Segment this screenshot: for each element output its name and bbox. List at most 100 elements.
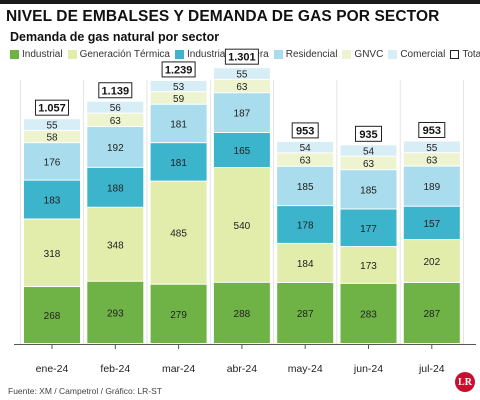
bar-segment-gnvc: [150, 92, 207, 104]
bar-segment-industria-petrolera: [277, 206, 334, 243]
data-label: 540: [234, 221, 251, 232]
legend-item-comercial: Comercial: [388, 49, 445, 60]
bar-segment-comercial: [340, 145, 397, 156]
data-label: 485: [170, 229, 187, 240]
total-label: 1.239: [165, 64, 193, 76]
legend-item-gnvc: GNVC: [342, 49, 383, 60]
x-tick-label: abr-24: [227, 363, 258, 375]
data-label: 53: [173, 82, 185, 93]
legend-item-residencial: Residencial: [273, 48, 338, 60]
bar-segment-comercial: [24, 119, 80, 130]
legend-swatch: [273, 49, 283, 59]
data-label: 192: [107, 143, 124, 154]
total-label: 1.057: [38, 103, 66, 115]
data-label: 188: [107, 183, 124, 194]
bar-segment-generacion-termica: [340, 247, 397, 283]
legend-label: Generación Térmica: [79, 48, 170, 60]
bar-segment-gnvc: [213, 79, 270, 93]
lr-logo: LR: [455, 372, 475, 392]
bar-segment-generacion-termica: [403, 240, 460, 283]
data-label: 183: [44, 196, 61, 207]
legend-label: Total: [462, 48, 480, 60]
data-label: 59: [173, 94, 185, 105]
bar-segment-residencial: [213, 93, 270, 132]
legend-label: Industrial: [22, 48, 63, 60]
legend-swatch: [175, 49, 184, 59]
x-tick-label: may-24: [288, 363, 323, 375]
data-label: 184: [297, 259, 314, 270]
total-box: [98, 82, 133, 99]
legend-item-industrial: Industrial: [10, 49, 63, 60]
data-label: 348: [107, 240, 124, 251]
bar-segment-industria-petrolera: [150, 143, 207, 181]
data-label: 63: [110, 116, 122, 127]
bar-segment-residencial: [340, 170, 397, 209]
data-label: 293: [107, 308, 124, 319]
data-label: 56: [110, 103, 122, 114]
data-label: 268: [44, 311, 61, 322]
data-label: 54: [363, 147, 375, 158]
bar-segment-gnvc: [340, 156, 397, 170]
bar-segment-comercial: [150, 80, 207, 92]
bar-segment-industrial: [340, 283, 397, 343]
total-label: 1.301: [228, 52, 256, 64]
total-box: [418, 121, 446, 138]
legend-item-total: Total: [450, 49, 480, 60]
x-tick-label: ene-24: [36, 363, 69, 375]
x-tick-label: jun-24: [353, 363, 383, 375]
x-tick-label: jul-24: [418, 363, 445, 375]
data-label: 178: [297, 221, 314, 232]
data-label: 202: [423, 257, 440, 268]
legend-label: Residencial: [285, 48, 338, 60]
bar-segment-residencial: [277, 166, 334, 206]
data-label: 173: [360, 261, 377, 272]
data-label: 288: [234, 309, 251, 320]
top-rule: [0, 0, 480, 4]
bar-segment-comercial: [403, 141, 460, 153]
data-label: 287: [423, 309, 440, 320]
total-box: [35, 99, 69, 116]
legend-swatch: [450, 49, 460, 59]
bar-segment-industria-petrolera: [213, 132, 270, 168]
data-label: 185: [297, 182, 314, 193]
legend-swatch: [388, 49, 398, 59]
bar-segment-comercial: [87, 101, 144, 113]
source-note: Fuente: XM / Campetrol / Gráfico: LR-ST: [8, 386, 162, 396]
data-label: 187: [234, 109, 251, 120]
bar-segment-industria-petrolera: [87, 167, 144, 207]
bar-segment-residencial: [150, 104, 207, 143]
data-label: 318: [44, 249, 61, 260]
bar-segment-generacion-termica: [150, 181, 207, 284]
bar-segment-industrial: [150, 284, 207, 343]
data-label: 55: [236, 70, 248, 81]
data-label: 55: [46, 121, 58, 132]
bar-segment-gnvc: [403, 153, 460, 166]
data-label: 181: [170, 119, 187, 130]
legend-label: GNVC: [354, 48, 384, 60]
data-label: 283: [360, 309, 377, 320]
data-label: 177: [360, 224, 377, 235]
data-label: 176: [44, 157, 61, 168]
bar-segment-comercial: [213, 68, 270, 79]
bar-segment-industrial: [213, 282, 270, 343]
total-label: 953: [296, 125, 314, 137]
bar-segment-gnvc: [87, 113, 144, 127]
bar-segment-gnvc: [24, 130, 80, 143]
headline: NIVEL DE EMBALSES Y DEMANDA DE GAS POR S…: [6, 8, 440, 25]
total-label: 1.139: [102, 85, 130, 97]
legend-swatch: [67, 49, 77, 59]
legend-label: Comercial: [400, 48, 446, 60]
bar-segment-comercial: [277, 141, 334, 153]
bar-segment-gnvc: [277, 153, 334, 166]
data-label: 63: [426, 155, 438, 166]
bar-segment-industria-petrolera: [24, 180, 80, 219]
data-label: 181: [170, 158, 187, 169]
total-box: [224, 48, 259, 65]
bar-segment-industrial: [403, 283, 460, 343]
bar-segment-generacion-termica: [24, 219, 80, 287]
total-label: 935: [359, 129, 377, 141]
data-label: 165: [234, 146, 251, 157]
bar-segment-industrial: [24, 287, 80, 343]
bar-segment-residencial: [87, 127, 144, 167]
